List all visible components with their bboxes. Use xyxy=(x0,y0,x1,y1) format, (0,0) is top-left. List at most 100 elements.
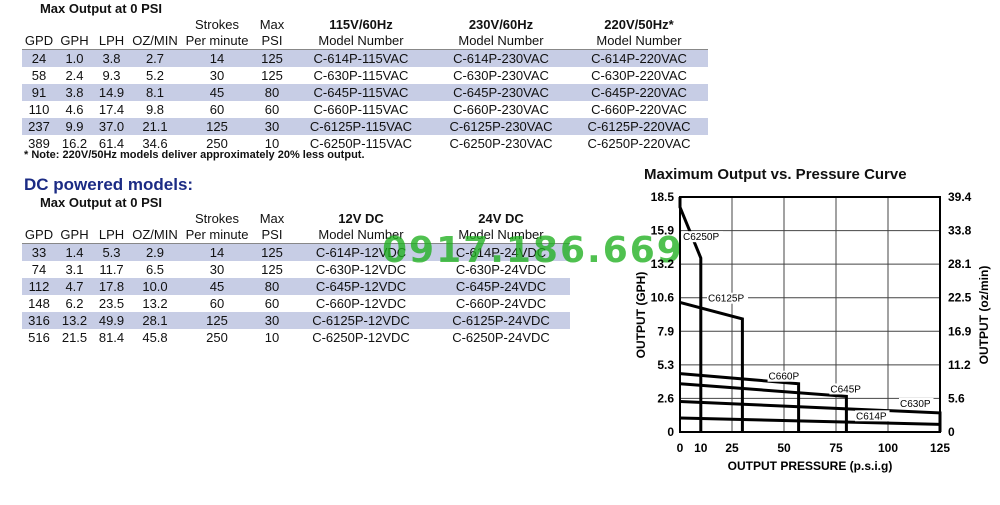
table-cell: C-630P-24VDC xyxy=(455,262,547,277)
table-cell: 91 xyxy=(22,84,56,101)
series-line-c660p xyxy=(679,372,801,432)
table-cell: 4.7 xyxy=(56,278,93,295)
table-cell: 45.8 xyxy=(142,330,168,345)
table-cell: 33 xyxy=(22,243,56,261)
table-cell: 13.2 xyxy=(142,296,168,311)
table-cell: 6.2 xyxy=(65,296,84,311)
table-cell: 1.0 xyxy=(56,49,93,67)
series-line-c614p xyxy=(679,416,941,426)
table-row: 74 3.1 11.7 6.5 30 125 C-630P-12VDC C-630P-24VD… xyxy=(22,261,570,278)
ac-col-header-2: LPH xyxy=(93,33,130,50)
table-cell: 17.8 xyxy=(93,278,130,295)
series-label-bg xyxy=(829,383,864,395)
y-tick-label-right: 16.9 xyxy=(948,324,972,338)
x-tick-label: 100 xyxy=(878,441,898,455)
table-cell: C-614P-115VAC xyxy=(290,49,432,67)
table-cell: 13.2 xyxy=(56,312,93,329)
table-cell: 125 xyxy=(180,312,254,329)
series-label-c614p: C614P xyxy=(856,411,887,422)
table-cell: 125 xyxy=(261,262,283,277)
y-tick-label-right: 11.2 xyxy=(948,358,971,372)
table-cell: 112 xyxy=(22,278,56,295)
series-label-bg xyxy=(767,370,803,382)
ac-col-header-top-3 xyxy=(130,17,180,33)
dc-col-header-6: Model Number xyxy=(290,227,432,244)
ac-col-header-top-4: Strokes xyxy=(194,17,240,32)
table-cell: 17.4 xyxy=(98,102,125,117)
y-tick-label-left: 18.5 xyxy=(651,190,675,204)
table-cell: 45 xyxy=(180,278,254,295)
dc-header-row-bottom: GPD GPH LPH OZ/MIN Per minute PSI Model Number… xyxy=(22,227,570,244)
table-cell: C-6250P-12VDC xyxy=(312,330,410,345)
table-row: 516 21.5 81.4 45.8 250 10 C-6250P-12VDC C-6250P… xyxy=(22,329,570,346)
ac-col-header-3: OZ/MIN xyxy=(130,33,180,50)
series-line-c645p xyxy=(679,382,848,432)
y-tick-label-right: 22.5 xyxy=(948,291,972,305)
table-cell: 250 xyxy=(206,330,228,345)
dc-col-header-1: GPH xyxy=(56,227,93,244)
table-cell: 30 xyxy=(254,312,290,329)
y-tick-label-right: 39.4 xyxy=(948,190,972,204)
dc-col-header-2: LPH xyxy=(93,227,130,244)
table-cell: 3.1 xyxy=(65,262,84,277)
table-cell: C-6250P-220VAC xyxy=(587,136,691,151)
dc-col-header-3: OZ/MIN xyxy=(130,227,180,244)
series-label-c630p: C630P xyxy=(900,399,931,410)
ac-col-header-4: Per minute xyxy=(180,33,254,50)
table-row: 148 6.2 23.5 13.2 60 60 C-660P-12VDC C-660P-24V… xyxy=(22,295,570,312)
table-cell: C-645P-220VAC xyxy=(570,84,708,101)
table-cell: C-645P-12VDC xyxy=(290,278,432,295)
y-tick-label-right: 28.1 xyxy=(948,257,972,271)
table-cell: 9.3 xyxy=(102,68,121,83)
dc-col-header-top-6: 12V DC xyxy=(338,211,384,226)
table-cell: 11.7 xyxy=(99,262,124,277)
table-cell: 60 xyxy=(209,296,225,311)
table-cell: C-614P-220VAC xyxy=(570,49,708,67)
table-row: 237 9.9 37.0 21.1 125 30 C-6125P-115VAC C-6125P… xyxy=(22,118,708,135)
table-cell: 34.6 xyxy=(142,136,168,151)
table-cell: C-645P-115VAC xyxy=(290,84,432,101)
table-row: 91 3.8 14.9 8.1 45 80 C-645P-115VAC C-645P-230V… xyxy=(22,84,708,101)
table-cell: C-645P-24VDC xyxy=(432,278,570,295)
ac-models-table: Max Output at 0 PSI Strokes Max 115V/60Hz 2… xyxy=(22,0,708,152)
y-tick-label-left: 10.6 xyxy=(651,291,675,305)
table-cell: C-6125P-230VAC xyxy=(432,118,570,135)
table-cell: 125 xyxy=(180,118,254,135)
table-cell: 250 xyxy=(206,136,228,151)
chart-frame xyxy=(679,196,941,433)
y-tick-label-left: 2.6 xyxy=(657,391,674,405)
series-label-bg xyxy=(855,410,890,422)
table-cell: 28.1 xyxy=(130,312,180,329)
series-label-bg xyxy=(682,231,723,243)
phone-watermark: 0917.186.669 xyxy=(382,230,684,271)
ac-col-header-top-6: 115V/60Hz xyxy=(329,17,393,32)
table-cell: 4.6 xyxy=(65,102,84,117)
table-cell: 125 xyxy=(254,243,290,261)
ac-header-row-bottom: GPD GPH LPH OZ/MIN Per minute PSI Model Number… xyxy=(22,33,708,50)
dc-max-output-header: Max Output at 0 PSI xyxy=(39,194,163,210)
table-cell: 14 xyxy=(180,243,254,261)
table-cell: C-6250P-24VDC xyxy=(452,330,550,345)
table-cell: 60 xyxy=(264,296,280,311)
table-cell: 45 xyxy=(180,84,254,101)
series-line-c630p xyxy=(679,400,942,432)
ac-col-header-top-1 xyxy=(56,17,93,33)
x-tick-label: 10 xyxy=(694,441,708,455)
table-cell: C-6125P-115VAC xyxy=(290,118,432,135)
table-cell: C-6125P-220VAC xyxy=(570,118,708,135)
table-cell: 16.2 xyxy=(61,136,88,151)
table-cell: 30 xyxy=(209,68,225,83)
table-cell: 10 xyxy=(264,330,280,345)
table-cell: 14.9 xyxy=(93,84,130,101)
table-row: 24 1.0 3.8 2.7 14 125 C-614P-115VAC C-614P-230V… xyxy=(22,49,708,67)
chart-title: Maximum Output vs. Pressure Curve xyxy=(644,166,907,183)
table-cell: C-660P-24VDC xyxy=(455,296,547,311)
table-cell: 81.4 xyxy=(98,330,125,345)
table-cell: C-630P-12VDC xyxy=(315,262,407,277)
table-cell: 3.8 xyxy=(56,84,93,101)
table-cell: 2.4 xyxy=(65,68,84,83)
table-cell: 14 xyxy=(180,49,254,67)
table-cell: 24 xyxy=(22,49,56,67)
series-label-c645p: C645P xyxy=(830,384,861,395)
table-cell: 389 xyxy=(28,136,50,151)
